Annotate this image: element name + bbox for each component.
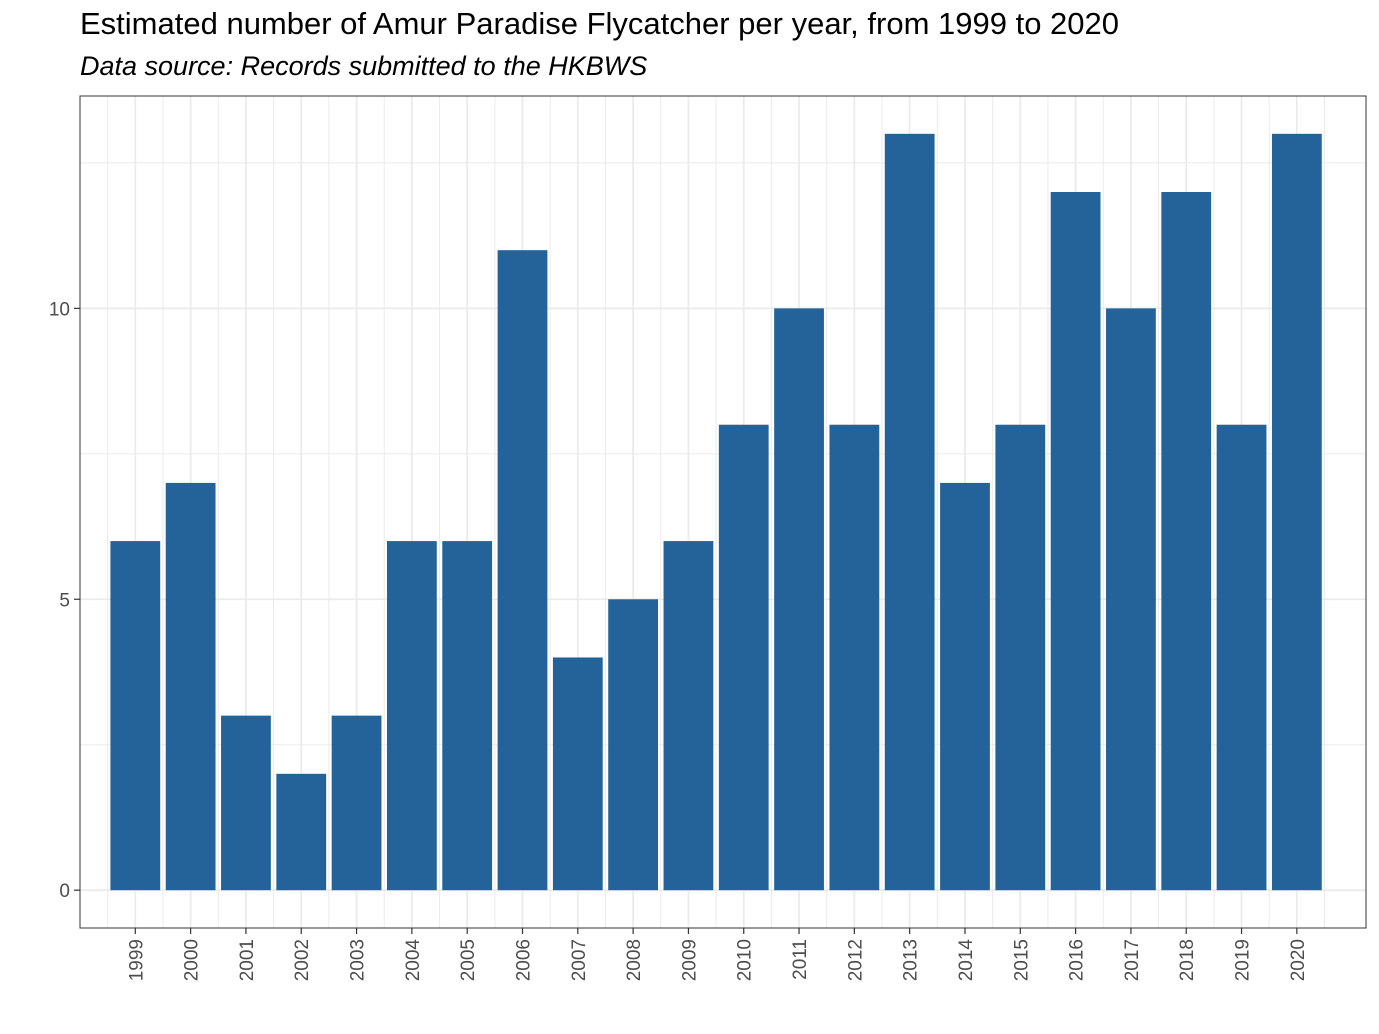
panel-border <box>79 95 1367 929</box>
bar-2014 <box>940 482 990 891</box>
bar-layer <box>110 133 1322 891</box>
bar-2011 <box>774 308 824 891</box>
bar-2009 <box>663 541 714 891</box>
axis-layer: 0 5 10 1999 2000 2001 2002 2003 2004 2005 2006 2007… <box>49 299 1309 981</box>
bar-2012 <box>829 424 880 891</box>
bar-2004 <box>386 541 437 891</box>
x-tick-label-2006: 2006 <box>513 939 534 981</box>
x-tick-label-2009: 2009 <box>679 939 700 981</box>
x-tick-label-2019: 2019 <box>1233 939 1254 981</box>
x-tick-label-2005: 2005 <box>458 939 479 981</box>
bar-2002 <box>276 773 327 891</box>
bar-2016 <box>1050 192 1101 891</box>
x-tick-label-2002: 2002 <box>292 939 313 981</box>
x-tick-label-2010: 2010 <box>735 939 756 981</box>
bar-2003 <box>331 715 382 891</box>
x-tick-label-2003: 2003 <box>348 939 369 981</box>
bar-2015 <box>995 424 1046 891</box>
x-tick-label-2011: 2011 <box>790 939 811 980</box>
bar-2008 <box>608 599 659 891</box>
bar-2010 <box>718 424 769 891</box>
x-tick-label-2007: 2007 <box>569 939 590 981</box>
bar-2007 <box>552 657 603 891</box>
bar-2006 <box>497 250 548 891</box>
bar-2000 <box>165 482 216 891</box>
x-tick-label-2004: 2004 <box>403 939 424 982</box>
bar-2005 <box>442 541 493 891</box>
bar-2018 <box>1161 192 1212 891</box>
bar-2020 <box>1271 133 1322 891</box>
x-tick-label-2000: 2000 <box>182 939 203 981</box>
chart-subtitle: Data source: Records submitted to the HK… <box>80 51 648 81</box>
chart-title: Estimated number of Amur Paradise Flycat… <box>80 6 1120 41</box>
x-tick-label-2017: 2017 <box>1122 939 1143 981</box>
x-tick-label-2001: 2001 <box>237 939 258 981</box>
x-tick-label-2008: 2008 <box>624 939 645 981</box>
x-tick-label-2016: 2016 <box>1067 939 1088 981</box>
y-tick-label: 0 <box>59 881 70 902</box>
x-tick-label-2018: 2018 <box>1177 939 1198 981</box>
x-tick-label-2020: 2020 <box>1288 939 1309 981</box>
x-tick-label-2013: 2013 <box>901 939 922 981</box>
x-tick-label-2012: 2012 <box>845 939 866 981</box>
x-tick-label-2015: 2015 <box>1011 939 1032 981</box>
y-tick-label: 10 <box>49 299 70 320</box>
y-tick-label: 5 <box>59 590 70 611</box>
bar-1999 <box>110 541 161 891</box>
x-tick-label-2014: 2014 <box>956 939 977 982</box>
bar-2019 <box>1216 424 1267 891</box>
bar-2017 <box>1106 308 1156 891</box>
bar-2013 <box>884 133 935 891</box>
x-tick-label-1999: 1999 <box>126 939 147 981</box>
bar-2001 <box>221 715 271 891</box>
